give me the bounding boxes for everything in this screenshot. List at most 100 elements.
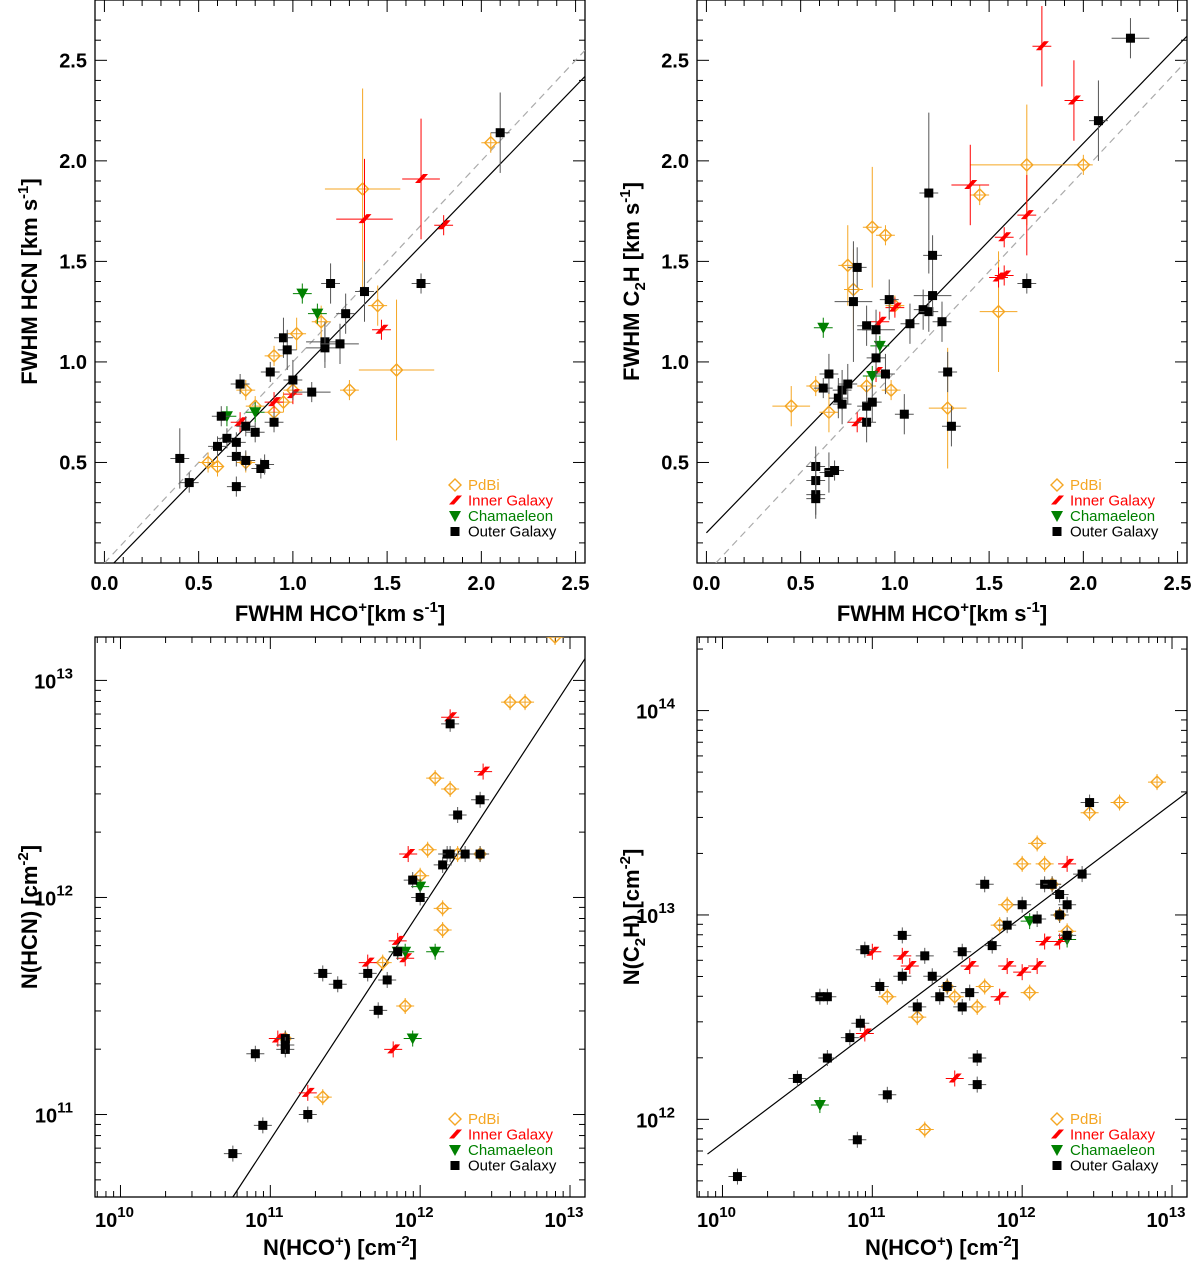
pdbi-marker [398, 999, 413, 1013]
outer-galaxy-marker [341, 309, 351, 319]
outer-galaxy-marker [450, 1161, 460, 1170]
chamaeleon-marker [449, 511, 461, 522]
pdbi-marker [315, 1090, 330, 1105]
pdbi-marker [503, 695, 518, 710]
x-axis-label: N(HCO+ ) [cm-2 ] [865, 1233, 1019, 1260]
outer-galaxy-marker [822, 992, 832, 1002]
outer-galaxy-marker [1052, 1161, 1062, 1170]
inner-galaxy-marker [1020, 210, 1034, 220]
outer-galaxy-marker [241, 421, 251, 431]
outer-galaxy-marker [830, 466, 840, 476]
outer-galaxy-marker [848, 297, 858, 307]
outer-galaxy-marker [1055, 890, 1065, 900]
outer-galaxy-marker [732, 1172, 742, 1182]
pdbi-marker [289, 326, 304, 341]
ticks [697, 637, 1187, 1197]
outer-galaxy-marker [260, 459, 270, 469]
outer-galaxy-marker [1077, 869, 1087, 879]
inner-galaxy-marker [1061, 858, 1075, 868]
outer-galaxy-marker [972, 1053, 982, 1063]
inner-galaxy-marker [1035, 41, 1049, 51]
legend-entry: Outer Galaxy [468, 524, 557, 541]
inner-galaxy-marker [998, 232, 1012, 242]
inner-galaxy-marker [387, 1044, 401, 1054]
outer-galaxy-marker [867, 397, 877, 407]
y-tick-label: 2.5 [661, 50, 689, 72]
outer-galaxy-marker [937, 317, 947, 327]
pdbi-marker [865, 220, 880, 235]
x-tick-label: 1011 [245, 1204, 283, 1232]
y-tick-label: 0.5 [59, 452, 87, 474]
inner-galaxy-marker [963, 961, 977, 971]
outer-galaxy-marker [943, 367, 953, 377]
y-axis-label: N(HCN) [cm-2 ] [15, 845, 42, 989]
x-tick-label: 2.5 [1164, 573, 1192, 595]
x-tick-label: 1012 [997, 1204, 1036, 1232]
pdbi-marker [443, 781, 458, 796]
outer-galaxy-marker [303, 1110, 313, 1120]
pdbi-marker [1015, 856, 1030, 871]
outer-galaxy-marker [250, 1049, 260, 1059]
ticks [697, 0, 1187, 563]
outer-galaxy-marker [360, 287, 369, 297]
outer-galaxy-marker [972, 1080, 982, 1090]
pdbi-marker [518, 695, 533, 710]
outer-galaxy-marker [1047, 879, 1057, 889]
inner-galaxy-marker [477, 766, 491, 776]
axes-frame [696, 0, 1188, 564]
series-inner-galaxy [230, 118, 454, 433]
outer-galaxy-marker [924, 188, 934, 198]
outer-galaxy-marker [184, 478, 194, 488]
outer-galaxy-marker [942, 981, 952, 991]
inner-galaxy-marker [873, 316, 887, 326]
pdbi-marker [884, 383, 899, 398]
x-tick-label: 1.0 [279, 573, 307, 595]
series-chamaeleon [813, 317, 890, 387]
outer-galaxy-marker [1085, 798, 1095, 808]
pdbi-marker [947, 989, 962, 1004]
outer-galaxy-marker [818, 383, 828, 393]
pdbi-marker [1076, 157, 1091, 172]
outer-galaxy-marker [920, 951, 930, 961]
x-tick-label: 1.5 [373, 573, 401, 595]
inner-galaxy-marker [998, 270, 1012, 280]
outer-galaxy-marker [1093, 116, 1103, 126]
pdbi-marker [977, 979, 992, 994]
x-tick-label: 2.0 [1069, 573, 1097, 595]
inner-galaxy-marker [992, 272, 1006, 282]
series-outer-galaxy [170, 92, 510, 497]
inner-galaxy-marker [358, 214, 372, 224]
pdbi-marker [342, 383, 357, 398]
outer-galaxy-marker [792, 1073, 802, 1083]
inner-galaxy-marker [948, 1073, 962, 1083]
legend-entry: Outer Galaxy [468, 1158, 557, 1175]
pdbi-marker [878, 228, 893, 243]
pdbi-marker [1019, 157, 1034, 172]
inner-galaxy-marker [903, 961, 917, 971]
pdbi-marker [1000, 897, 1015, 912]
pdbi-marker [276, 395, 291, 410]
outer-galaxy-marker [987, 941, 997, 951]
outer-galaxy-marker [265, 367, 275, 377]
y-axis-label: FWHM C2 H [km s-1 ] [617, 182, 649, 381]
inner-galaxy-marker [361, 957, 375, 967]
y-tick-label: 2.0 [59, 151, 87, 173]
x-tick-label: 1010 [95, 1204, 134, 1232]
pdbi-marker [355, 182, 370, 196]
inner-galaxy-marker [375, 324, 389, 334]
series-inner-galaxy [855, 855, 1077, 1087]
outer-galaxy-marker [231, 437, 241, 447]
outer-galaxy-marker [882, 1090, 892, 1100]
fit-line [707, 791, 1187, 1155]
pdbi-marker [1030, 836, 1045, 851]
y-tick-label: 2.0 [661, 151, 689, 173]
outer-galaxy-marker [318, 968, 328, 978]
pdbi-marker [991, 304, 1006, 319]
outer-galaxy-marker [897, 971, 907, 981]
inner-galaxy-marker [866, 946, 880, 956]
inner-galaxy-marker [449, 495, 462, 505]
outer-galaxy-marker [957, 947, 967, 957]
pdbi-marker [1022, 985, 1037, 1000]
